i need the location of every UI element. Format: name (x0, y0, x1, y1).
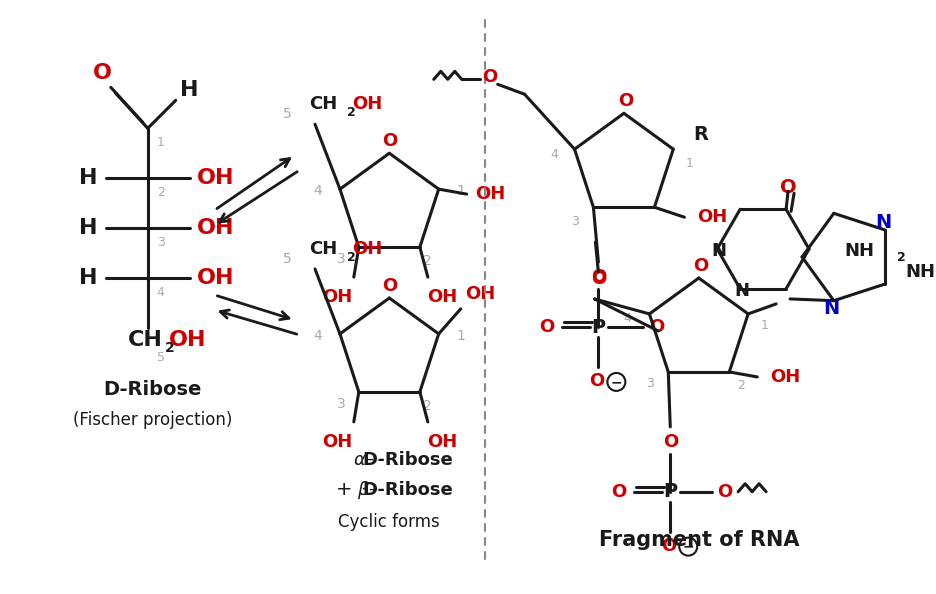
Text: 4: 4 (157, 286, 165, 299)
Text: 3: 3 (572, 214, 579, 228)
Text: OH: OH (197, 168, 234, 188)
Text: OH: OH (697, 208, 727, 226)
Text: CH: CH (128, 330, 163, 350)
Text: $\beta$–: $\beta$– (357, 479, 378, 501)
Text: NH: NH (844, 242, 874, 260)
Text: N: N (711, 242, 726, 260)
Text: 4: 4 (550, 148, 559, 161)
Text: NH: NH (905, 263, 935, 281)
Text: 3: 3 (336, 397, 345, 411)
Text: H: H (79, 268, 97, 288)
Text: OH: OH (352, 95, 382, 113)
Text: D-Ribose: D-Ribose (362, 481, 453, 499)
Text: OH: OH (352, 240, 382, 258)
Text: 3: 3 (647, 377, 654, 390)
Text: N: N (824, 299, 840, 318)
Text: 4: 4 (623, 312, 632, 326)
Text: D-Ribose: D-Ribose (104, 380, 202, 399)
Text: O: O (382, 132, 397, 150)
Text: 2: 2 (165, 341, 175, 355)
Text: (Fischer projection): (Fischer projection) (73, 411, 232, 429)
Text: 3: 3 (157, 236, 165, 249)
Text: +: + (336, 480, 353, 499)
Text: 2: 2 (157, 186, 165, 198)
Text: O: O (694, 257, 709, 275)
Text: 1: 1 (456, 329, 465, 343)
Text: P: P (664, 482, 678, 501)
Text: OH: OH (322, 433, 352, 451)
Text: O: O (591, 268, 606, 286)
Text: OH: OH (770, 368, 800, 386)
Text: OH: OH (465, 285, 496, 303)
Text: 4: 4 (314, 329, 322, 343)
Text: −: − (682, 539, 695, 554)
Text: O: O (382, 277, 397, 295)
Text: OH: OH (197, 268, 234, 288)
Text: O: O (663, 433, 678, 451)
Text: 5: 5 (156, 352, 165, 364)
Text: N: N (735, 282, 750, 300)
Text: 2: 2 (346, 106, 356, 119)
Text: OH: OH (168, 330, 207, 350)
Text: 2: 2 (423, 254, 432, 268)
Text: $\alpha$–: $\alpha$– (354, 451, 375, 469)
Text: 3: 3 (336, 252, 345, 266)
Text: D-Ribose: D-Ribose (362, 451, 453, 469)
Text: O: O (610, 483, 626, 501)
Text: 4: 4 (314, 184, 322, 198)
Text: OH: OH (427, 433, 457, 451)
Text: 1: 1 (157, 136, 165, 148)
Text: OH: OH (197, 218, 234, 238)
Text: N: N (875, 213, 891, 232)
Text: H: H (79, 168, 97, 188)
Text: 2: 2 (346, 251, 356, 264)
Text: 2: 2 (423, 399, 432, 413)
Text: CH: CH (309, 95, 337, 113)
Text: P: P (592, 318, 606, 337)
Text: O: O (718, 483, 733, 501)
Text: O: O (589, 372, 604, 390)
Text: O: O (591, 270, 606, 288)
Text: H: H (181, 80, 199, 100)
Text: 2: 2 (897, 251, 905, 264)
Text: O: O (619, 92, 634, 110)
Text: 5: 5 (283, 252, 291, 266)
Text: OH: OH (322, 288, 352, 306)
Text: O: O (482, 68, 497, 86)
Text: O: O (649, 318, 664, 336)
Text: CH: CH (309, 240, 337, 258)
Text: 1: 1 (456, 184, 465, 198)
Text: 1: 1 (760, 320, 768, 333)
Text: H: H (79, 218, 97, 238)
Text: O: O (661, 536, 676, 555)
Text: O: O (94, 64, 112, 83)
Text: OH: OH (427, 288, 457, 306)
Text: 5: 5 (283, 108, 291, 121)
Text: Cyclic forms: Cyclic forms (339, 513, 440, 530)
Text: OH: OH (475, 185, 505, 203)
Text: R: R (694, 125, 709, 144)
Text: O: O (780, 178, 797, 197)
Text: 1: 1 (685, 157, 694, 170)
Text: O: O (539, 318, 554, 336)
Text: Fragment of RNA: Fragment of RNA (598, 530, 799, 549)
Text: 2: 2 (738, 380, 745, 393)
Text: −: − (610, 375, 622, 389)
